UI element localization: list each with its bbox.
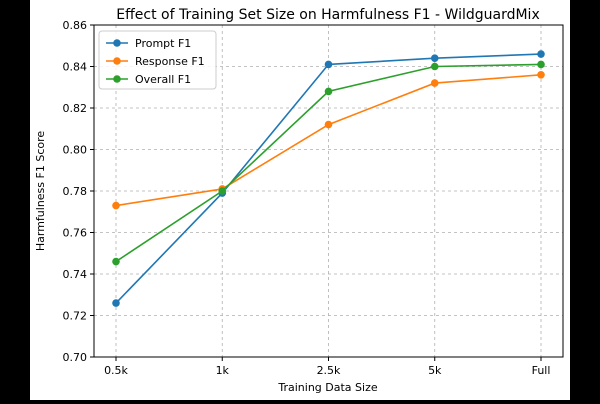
- legend-label: Response F1: [135, 55, 205, 68]
- y-axis-label: Harmfulness F1 Score: [34, 131, 47, 252]
- chart-figure: Effect of Training Set Size on Harmfulne…: [30, 0, 570, 400]
- legend-label: Prompt F1: [135, 37, 191, 50]
- legend-label: Overall F1: [135, 73, 191, 86]
- legend-box: [98, 30, 217, 90]
- series-lines: [112, 50, 545, 307]
- legend-marker: [113, 75, 121, 83]
- x-tick-label: 1k: [216, 364, 230, 377]
- x-tick-label: 5k: [428, 364, 442, 377]
- y-tick-label: 0.80: [63, 144, 88, 157]
- data-point: [324, 87, 333, 96]
- data-point: [112, 299, 120, 307]
- y-tick-label: 0.86: [63, 19, 88, 32]
- y-tick-label: 0.70: [63, 351, 88, 364]
- y-tick-label: 0.74: [63, 268, 88, 281]
- x-axis-label: Training Data Size: [277, 381, 377, 394]
- data-point: [537, 71, 545, 79]
- chart-title: Effect of Training Set Size on Harmfulne…: [116, 7, 539, 23]
- line-chart: Effect of Training Set Size on Harmfulne…: [34, 7, 564, 394]
- x-tick-label: 0.5k: [104, 364, 128, 377]
- data-point: [324, 60, 333, 69]
- legend-marker: [113, 39, 121, 47]
- data-point: [430, 79, 439, 87]
- data-point: [218, 187, 227, 195]
- y-tick-label: 0.72: [63, 310, 88, 323]
- data-point: [324, 120, 333, 129]
- y-tick-label: 0.84: [63, 61, 88, 74]
- data-point: [537, 60, 545, 69]
- x-tick-label: 2.5k: [317, 364, 341, 377]
- y-tick-label: 0.78: [63, 185, 88, 198]
- data-point: [430, 62, 439, 71]
- y-tick-label: 0.76: [63, 227, 88, 240]
- series-prompt-f1: [112, 50, 545, 307]
- axis-ticks: 0.70 0.72 0.74 0.76 0.78 0.80 0.82 0.84 0.86 0.5k…: [63, 19, 551, 377]
- y-tick-label: 0.82: [63, 102, 88, 115]
- series-overall-f1: [112, 60, 545, 266]
- data-point: [430, 54, 439, 62]
- legend: Prompt F1 Response F1 Overall F1: [98, 30, 217, 90]
- legend-marker: [113, 57, 121, 65]
- data-point: [112, 257, 120, 266]
- data-point: [537, 50, 545, 58]
- x-tick-label: Full: [532, 364, 551, 377]
- data-point: [112, 201, 120, 210]
